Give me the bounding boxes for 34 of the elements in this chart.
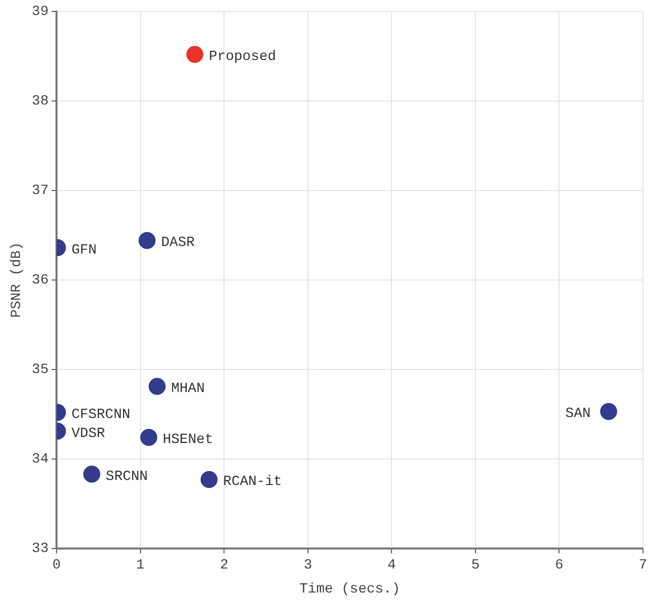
point [83, 466, 100, 483]
point [148, 378, 166, 395]
x-tick-label: 7 [638, 558, 648, 574]
series-label: MHAN [171, 381, 205, 398]
y-tick-label: 37 [32, 183, 49, 200]
y-tick-label: 34 [32, 452, 49, 468]
series-label: RCAN-it [223, 474, 282, 490]
series-label: HSENet [162, 432, 214, 448]
x-tick-label: 6 [555, 558, 564, 574]
point [600, 402, 618, 420]
point [138, 232, 156, 250]
point [140, 428, 158, 446]
series-label: SRCNN [106, 468, 148, 485]
series-label: GFN [71, 242, 97, 258]
series-label: Proposed [208, 49, 276, 66]
y-tick-label: 39 [32, 4, 49, 20]
point [186, 46, 204, 63]
series-label: DASR [161, 235, 196, 252]
point [200, 470, 218, 488]
y-axis-title: PSNR (dB) [9, 242, 26, 318]
series-label: VDSR [71, 426, 106, 442]
x-axis-title: Time (secs.) [299, 581, 400, 598]
x-tick-label: 5 [471, 558, 480, 574]
x-tick-label: 0 [52, 558, 61, 574]
x-tick-label: 1 [136, 558, 145, 574]
x-tick-label: 2 [220, 558, 228, 574]
y-tick-label: 36 [32, 272, 49, 289]
y-tick-label: 38 [32, 94, 49, 110]
series-label: SAN [565, 406, 591, 422]
y-tick-label: 33 [32, 541, 49, 558]
y-tick-label: 35 [32, 362, 49, 378]
x-tick-label: 4 [387, 558, 396, 574]
x-tick-label: 3 [304, 558, 312, 574]
series-label: CFSRCNN [71, 407, 130, 424]
